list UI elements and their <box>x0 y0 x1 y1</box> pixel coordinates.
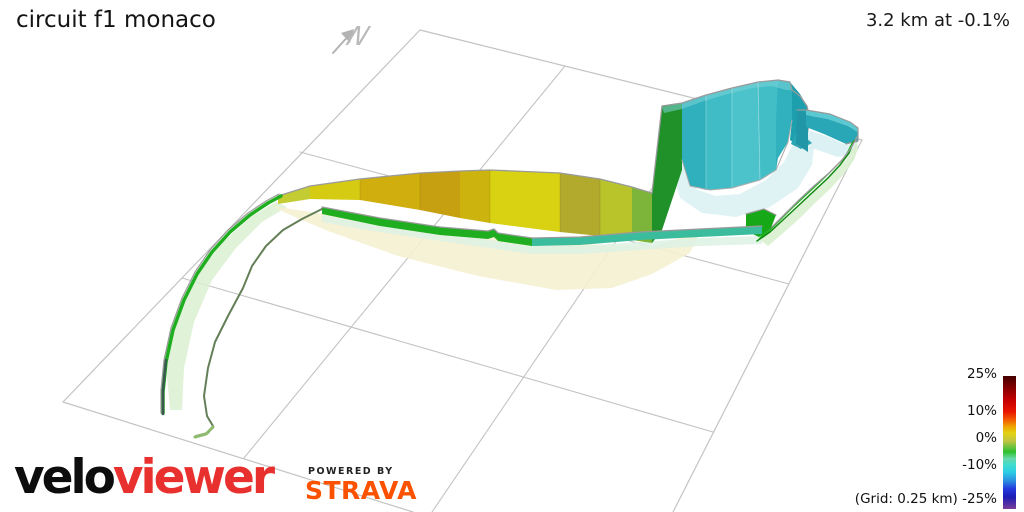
tunnel-wall-facet-1 <box>682 95 706 190</box>
climb-wall-facet-1 <box>278 186 310 204</box>
legend-tick-25: 25% <box>966 366 997 382</box>
gradient-colorbar <box>1003 376 1016 509</box>
page-title: circuit f1 monaco <box>16 7 216 33</box>
grid-line-left-edge <box>62 29 421 403</box>
tunnel-wall-bottom-outline <box>681 119 793 191</box>
portier-ribbon-top-face <box>806 110 858 132</box>
portier-ribbon-front-wall <box>806 115 858 144</box>
climb-wall-top-outline <box>277 169 653 197</box>
grid-line-right-edge <box>672 139 863 512</box>
tunnel-wall-facet-5 <box>776 80 792 170</box>
grid-line-shallow-2 <box>181 277 714 433</box>
veloviewer-logo[interactable]: veloviewer <box>14 450 275 506</box>
climb-wall-facet-9 <box>632 187 652 243</box>
climb-wall-facet-5 <box>460 170 490 223</box>
climb-wall-facet-7 <box>560 173 600 236</box>
rascasse-hook-tip <box>193 425 215 439</box>
veloviewer-logo-viewer: viewer <box>112 450 275 505</box>
north-arrow-head <box>341 29 354 43</box>
chicane-corner-outline <box>745 208 777 216</box>
legend-tick-10: 10% <box>966 403 997 419</box>
tunnel-facet-sep-3 <box>757 81 761 181</box>
tunnel-wall-top-band <box>662 80 792 113</box>
shadow-harbor-ribbon <box>322 215 762 254</box>
start-straight-dark-tip <box>161 358 168 416</box>
climb-wall-facet-3 <box>360 173 420 210</box>
descent-ribbon-base-line <box>756 140 855 242</box>
portier-ribbon-outline <box>796 109 859 145</box>
harbor-ribbon-teal <box>532 226 762 246</box>
harbor-ribbon-top-outline <box>321 206 763 239</box>
grid-line-steep-1 <box>243 65 566 459</box>
strava-logo[interactable]: STRAVA <box>305 476 417 505</box>
start-straight-top-outline <box>160 193 280 414</box>
legend-tick-neg10: -10% <box>962 457 997 473</box>
portier-ribbon-left-wall <box>796 110 808 152</box>
legend-tick-neg25-grid-note: (Grid: 0.25 km) -25% <box>854 491 997 507</box>
powered-by-label: POWERED BY <box>308 466 394 477</box>
shadow-teal-ribbon <box>804 130 857 157</box>
shadow-cyan-wall <box>668 118 814 217</box>
climb-wall-facet-8 <box>600 179 632 240</box>
casino-turn-wall <box>652 103 682 243</box>
climb-wall-facet-6 <box>490 170 560 232</box>
shadow-start-straight <box>166 202 287 410</box>
harbor-ribbon-green <box>322 207 532 246</box>
veloviewer-logo-velo: velo <box>14 450 116 505</box>
legend-tick-0: 0% <box>975 430 997 446</box>
tunnel-wall-facet-2 <box>706 88 732 190</box>
distance-gradient-stats: 3.2 km at -0.1% <box>865 10 1010 31</box>
climb-wall-facet-4 <box>420 171 460 218</box>
tunnel-wall-facet-4 <box>758 80 778 180</box>
pool-return-line <box>195 208 323 437</box>
descent-ribbon-top-outline <box>762 136 858 234</box>
tunnel-wall-facet-3 <box>732 82 760 188</box>
grid-line-bottom-edge <box>62 401 414 512</box>
